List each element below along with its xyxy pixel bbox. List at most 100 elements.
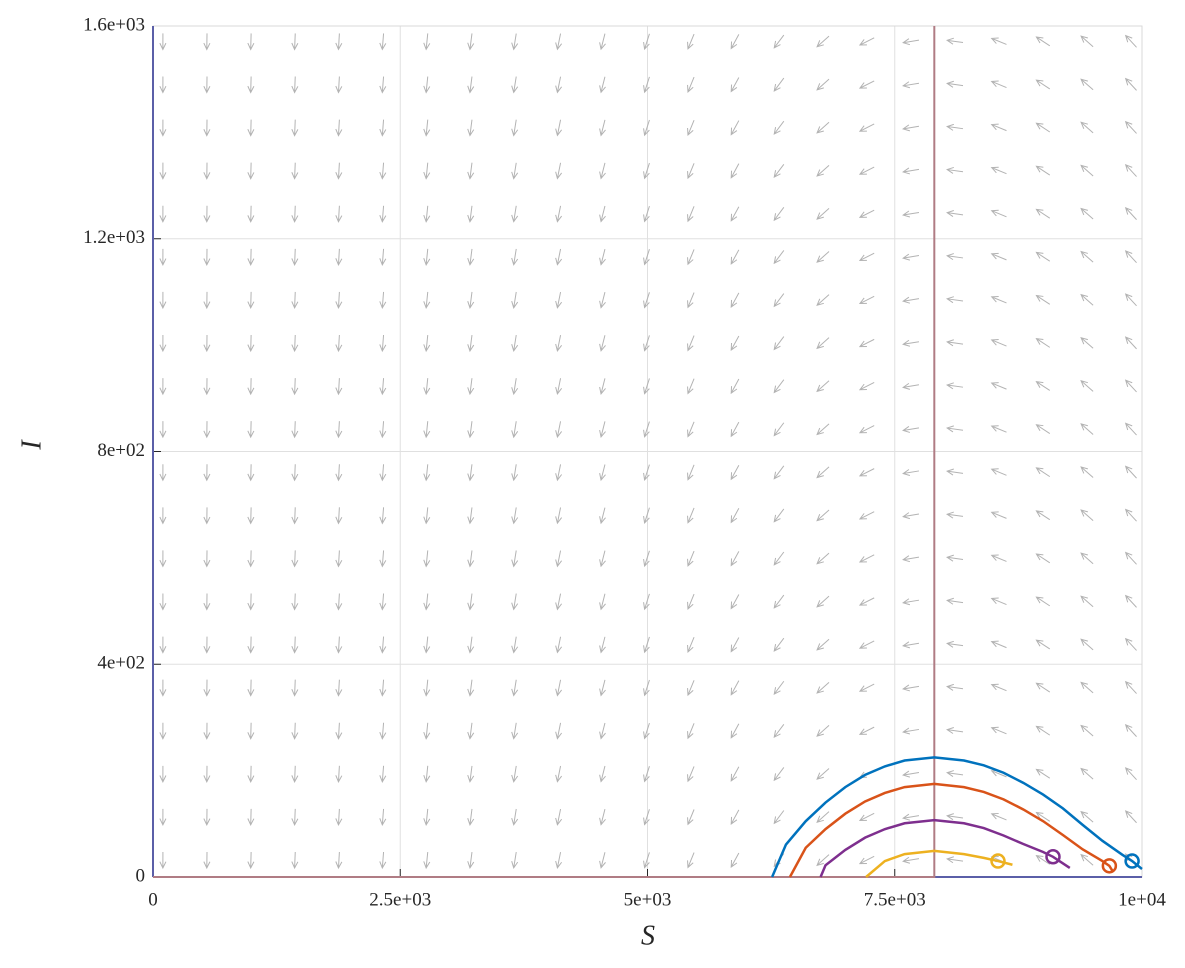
vector-arrow <box>423 636 431 654</box>
vector-arrow <box>643 464 650 481</box>
vector-arrow <box>730 335 740 352</box>
vector-arrow <box>511 378 519 396</box>
vector-arrow <box>247 421 255 439</box>
vector-arrow <box>1124 336 1137 350</box>
vector-arrow <box>946 468 964 476</box>
vector-arrow <box>687 550 695 567</box>
vector-arrow <box>1124 34 1137 48</box>
vector-arrow <box>511 335 519 353</box>
vector-arrow <box>858 511 875 520</box>
vector-arrow <box>1035 122 1051 133</box>
vector-arrow <box>902 770 920 778</box>
vector-arrow <box>730 292 740 308</box>
vector-arrow <box>511 852 519 870</box>
vector-arrow <box>858 166 875 175</box>
vector-arrow <box>467 507 475 525</box>
vector-arrow <box>423 76 431 94</box>
vector-arrow <box>555 636 563 654</box>
vector-arrow <box>467 421 475 439</box>
vector-arrow <box>599 636 606 654</box>
vector-arrow <box>643 766 650 783</box>
x-tick-label: 5e+03 <box>624 889 672 910</box>
vector-arrow <box>687 206 695 223</box>
vector-arrow <box>335 421 343 439</box>
vector-arrow <box>423 378 431 396</box>
vector-arrow <box>643 249 650 266</box>
vector-arrow <box>599 464 606 482</box>
vector-arrow <box>379 851 387 870</box>
vector-arrow <box>687 852 695 869</box>
vector-arrow <box>511 464 519 482</box>
vector-arrow <box>858 123 875 132</box>
vector-arrow <box>247 291 255 310</box>
vector-arrow <box>643 722 650 740</box>
vector-arrow <box>990 425 1007 433</box>
vector-arrow <box>1035 725 1051 736</box>
vector-arrow <box>511 593 519 611</box>
vector-arrow <box>423 851 431 870</box>
vector-arrow <box>247 765 255 783</box>
vector-arrow <box>730 594 740 610</box>
vector-arrow <box>467 248 475 266</box>
vector-arrow <box>599 679 606 697</box>
vector-arrow <box>1080 164 1094 177</box>
vector-arrow <box>423 464 431 482</box>
vector-arrow <box>599 550 606 568</box>
vector-arrow <box>946 511 964 519</box>
vector-arrow <box>816 811 830 823</box>
vector-arrow <box>816 681 830 694</box>
y-tick-label: 0 <box>136 865 146 886</box>
vector-arrow <box>423 593 431 611</box>
vector-arrow <box>816 466 830 479</box>
vector-arrow <box>1080 638 1094 651</box>
vector-arrow <box>467 679 475 697</box>
vector-arrow <box>159 162 167 180</box>
vector-arrow <box>816 251 830 263</box>
vector-arrow <box>1124 207 1137 220</box>
vector-arrow <box>555 291 563 309</box>
vector-arrow <box>379 679 387 697</box>
vector-arrow <box>1124 767 1137 781</box>
vector-arrow <box>511 765 519 783</box>
vector-arrow <box>247 76 255 94</box>
vector-arrow <box>1080 595 1094 608</box>
vector-arrow <box>203 334 211 353</box>
vector-arrow <box>335 378 343 396</box>
vector-arrow <box>946 425 964 433</box>
vector-arrow <box>1124 637 1137 651</box>
vector-arrow <box>599 33 606 51</box>
vector-arrow <box>946 339 964 347</box>
vector-arrow <box>379 636 387 654</box>
vector-arrow <box>643 636 650 654</box>
vector-arrow <box>687 680 695 697</box>
vector-arrow <box>687 809 695 826</box>
vector-arrow <box>730 551 740 567</box>
vector-arrow <box>203 851 211 870</box>
vector-arrow <box>291 765 299 783</box>
vector-arrow <box>379 162 387 180</box>
vector-arrow <box>379 765 387 783</box>
vector-arrow <box>773 250 785 265</box>
vector-arrow <box>291 550 299 568</box>
x-tick-label: 1e+04 <box>1118 889 1166 910</box>
vector-arrow <box>902 296 920 304</box>
vector-arrow <box>555 679 563 697</box>
vector-arrow <box>335 464 343 482</box>
vector-arrow <box>423 334 431 353</box>
vector-arrow <box>555 33 563 51</box>
vector-arrow <box>379 550 387 568</box>
vector-arrow <box>379 119 387 137</box>
vector-arrow <box>990 339 1007 347</box>
vector-arrow <box>816 208 830 220</box>
vector-arrow <box>643 205 650 223</box>
vector-arrow <box>203 378 211 396</box>
vector-arrow <box>291 205 299 223</box>
vector-arrow <box>902 382 920 390</box>
vector-arrow <box>599 852 606 869</box>
vector-arrow <box>643 378 650 395</box>
vector-arrow <box>858 382 875 391</box>
vector-arrow <box>159 421 167 439</box>
vector-arrow <box>990 80 1007 89</box>
vector-arrow <box>159 291 167 310</box>
vector-arrow <box>379 291 387 310</box>
